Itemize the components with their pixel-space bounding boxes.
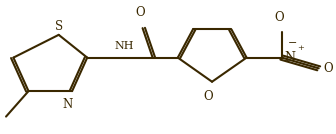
Text: NH: NH (114, 41, 134, 51)
Text: N: N (285, 51, 295, 64)
Text: N: N (62, 98, 72, 111)
Text: S: S (55, 20, 63, 33)
Text: O: O (135, 6, 145, 19)
Text: O: O (204, 90, 213, 103)
Text: O: O (324, 62, 333, 75)
Text: +: + (297, 44, 304, 52)
Text: O: O (275, 11, 284, 24)
Text: −: − (288, 38, 297, 48)
